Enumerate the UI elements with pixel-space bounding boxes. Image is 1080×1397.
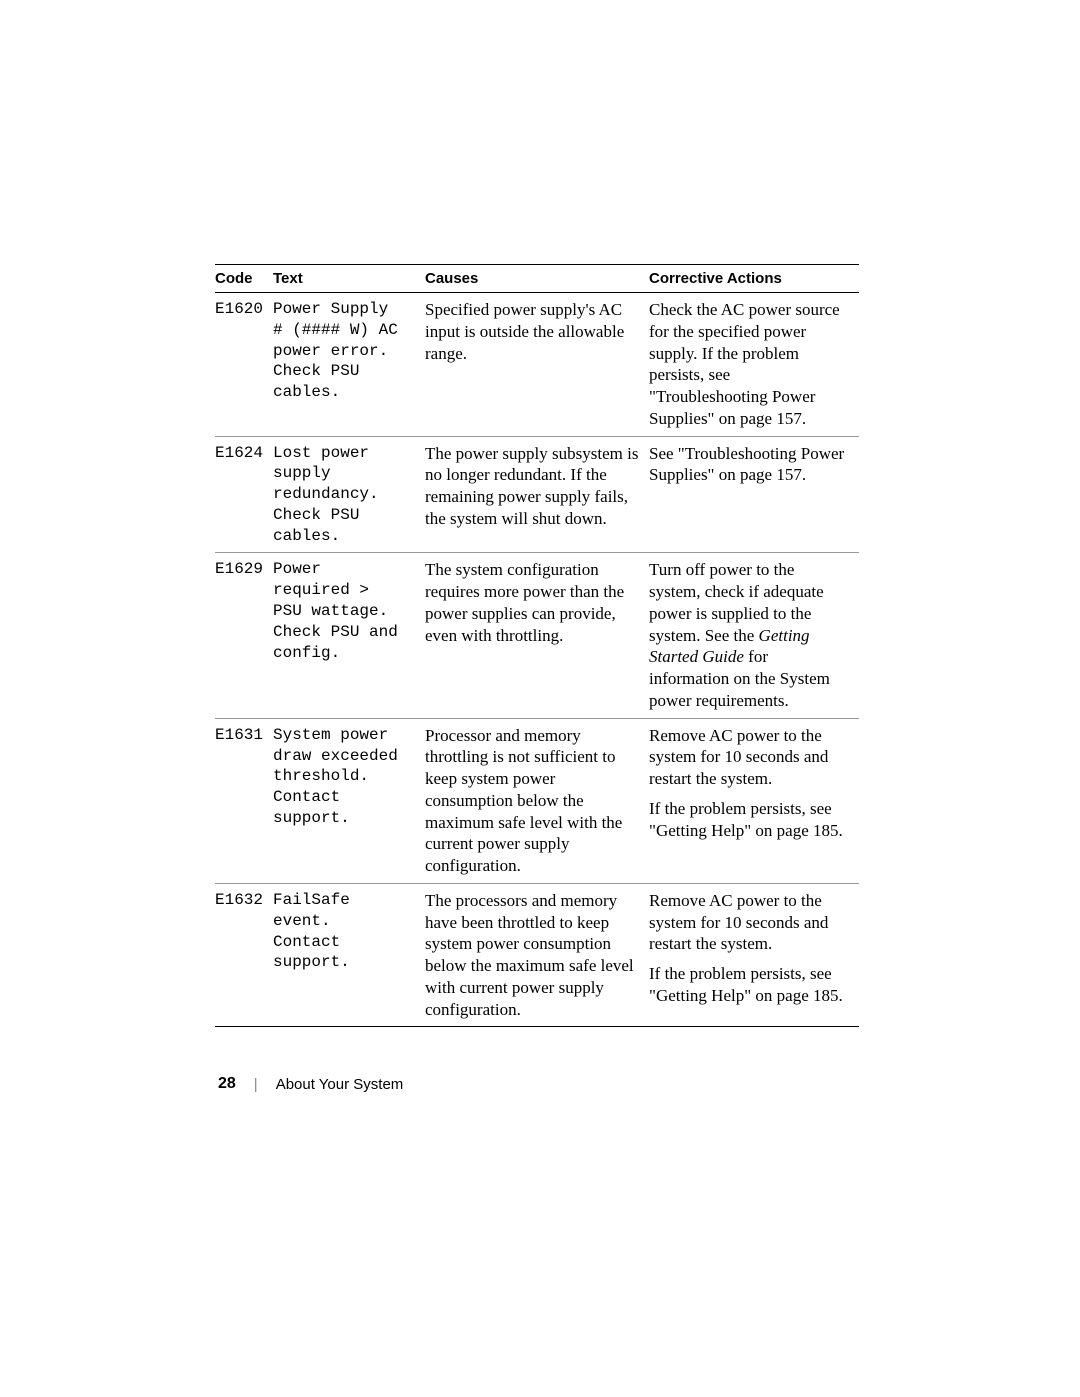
table-row: E1620 Power Supply # (#### W) AC power e… [215, 293, 859, 437]
header-code: Code [215, 265, 273, 293]
cell-text: FailSafe event. Contact support. [273, 883, 425, 1027]
cell-code: E1624 [215, 436, 273, 553]
cell-code: E1632 [215, 883, 273, 1027]
page-number: 28 [218, 1075, 236, 1093]
error-codes-table: Code Text Causes Corrective Actions E162… [215, 264, 859, 1027]
header-actions: Corrective Actions [649, 265, 859, 293]
cell-causes: Processor and memory throttling is not s… [425, 718, 649, 883]
cell-actions: Remove AC power to the system for 10 sec… [649, 883, 859, 1027]
cell-causes: The processors and memory have been thro… [425, 883, 649, 1027]
table-row: E1632 FailSafe event. Contact support. T… [215, 883, 859, 1027]
cell-causes: The system configuration requires more p… [425, 553, 649, 718]
cell-text: Lost power supply redundancy. Check PSU … [273, 436, 425, 553]
cell-text: Power required > PSU wattage. Check PSU … [273, 553, 425, 718]
cell-code: E1629 [215, 553, 273, 718]
cell-actions: Remove AC power to the system for 10 sec… [649, 718, 859, 883]
header-text: Text [273, 265, 425, 293]
cell-text: Power Supply # (#### W) AC power error. … [273, 293, 425, 437]
cell-code: E1620 [215, 293, 273, 437]
table-header-row: Code Text Causes Corrective Actions [215, 265, 859, 293]
header-causes: Causes [425, 265, 649, 293]
table-container: Code Text Causes Corrective Actions E162… [215, 264, 859, 1027]
cell-code: E1631 [215, 718, 273, 883]
cell-causes: Specified power supply's AC input is out… [425, 293, 649, 437]
cell-actions: Check the AC power source for the specif… [649, 293, 859, 437]
table-row: E1629 Power required > PSU wattage. Chec… [215, 553, 859, 718]
page-footer: 28 | About Your System [218, 1075, 403, 1093]
footer-section: About Your System [276, 1076, 404, 1093]
footer-divider: | [254, 1076, 258, 1093]
cell-text: System power draw exceeded threshold. Co… [273, 718, 425, 883]
cell-actions: Turn off power to the system, check if a… [649, 553, 859, 718]
table-row: E1624 Lost power supply redundancy. Chec… [215, 436, 859, 553]
table-row: E1631 System power draw exceeded thresho… [215, 718, 859, 883]
cell-actions: See "Troubleshooting Power Supplies" on … [649, 436, 859, 553]
cell-causes: The power supply subsystem is no longer … [425, 436, 649, 553]
